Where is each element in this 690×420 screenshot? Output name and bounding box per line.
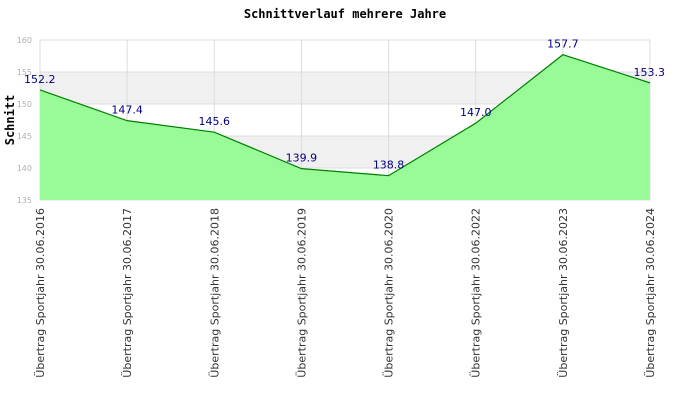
- series-area: [40, 54, 650, 200]
- x-tick-label: Übertrag Sportjahr 30.06.2018: [208, 208, 221, 378]
- x-tick-label: Übertrag Sportjahr 30.06.2024: [644, 208, 657, 378]
- data-value-label: 153.3: [634, 66, 666, 79]
- data-value-label: 139.9: [286, 152, 318, 165]
- data-value-label: 152.2: [24, 73, 56, 86]
- data-value-labels: 152.2 147.4 145.6 139.9 138.8 147.0 157.7 153.3: [24, 38, 665, 172]
- y-axis-label: Schnitt: [3, 95, 17, 146]
- data-value-label: 147.4: [111, 104, 143, 117]
- y-tick-label: 155: [17, 68, 32, 77]
- y-axis-ticks: 135 140 145 150 155 160: [17, 36, 32, 205]
- y-tick-label: 150: [17, 100, 32, 109]
- x-tick-label: Übertrag Sportjahr 30.06.2019: [295, 208, 308, 378]
- data-value-label: 145.6: [199, 115, 231, 128]
- x-tick-label: Übertrag Sportjahr 30.06.2023: [557, 208, 570, 378]
- series-line: [39, 54, 651, 177]
- x-tick-label: Übertrag Sportjahr 30.06.2020: [383, 208, 396, 378]
- y-tick-label: 160: [17, 36, 32, 45]
- data-value-label: 147.0: [460, 106, 492, 119]
- x-axis-labels: Übertrag Sportjahr 30.06.2016 Übertrag Sp…: [34, 208, 657, 378]
- y-tick-label: 145: [17, 132, 32, 141]
- x-tick-label: Übertrag Sportjahr 30.06.2017: [121, 208, 134, 378]
- y-tick-label: 140: [17, 164, 32, 173]
- data-value-label: 138.8: [373, 159, 405, 172]
- x-tick-label: Übertrag Sportjahr 30.06.2016: [34, 208, 47, 378]
- x-tick-label: Übertrag Sportjahr 30.06.2022: [470, 208, 483, 378]
- chart-title: Schnittverlauf mehrere Jahre: [244, 7, 446, 21]
- data-value-label: 157.7: [547, 38, 579, 51]
- y-tick-label: 135: [17, 196, 32, 205]
